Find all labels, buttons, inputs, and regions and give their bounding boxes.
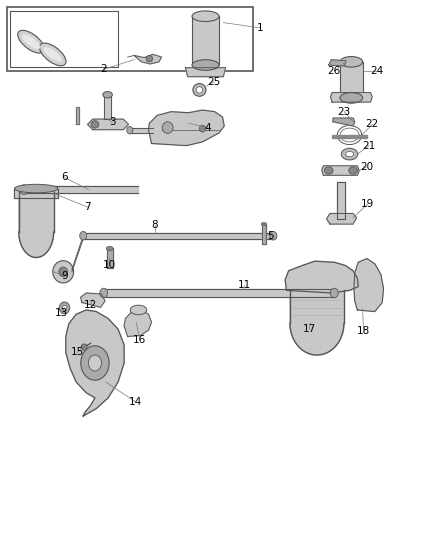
Polygon shape	[185, 68, 226, 77]
Bar	[7, 7, 253, 71]
Ellipse shape	[346, 151, 353, 157]
Ellipse shape	[91, 120, 99, 128]
Polygon shape	[81, 293, 105, 308]
Text: 2: 2	[100, 64, 107, 74]
Ellipse shape	[39, 43, 66, 66]
Ellipse shape	[196, 87, 203, 93]
Ellipse shape	[53, 261, 74, 283]
Ellipse shape	[103, 92, 113, 98]
Text: 3: 3	[109, 117, 116, 127]
Polygon shape	[14, 189, 58, 198]
Polygon shape	[83, 232, 273, 239]
Text: 26: 26	[328, 67, 341, 76]
Text: 13: 13	[55, 308, 68, 318]
Ellipse shape	[59, 302, 70, 314]
Polygon shape	[326, 214, 357, 224]
Ellipse shape	[88, 355, 102, 371]
Ellipse shape	[18, 30, 44, 53]
Ellipse shape	[14, 184, 58, 193]
Ellipse shape	[146, 55, 152, 62]
Polygon shape	[104, 95, 111, 119]
Ellipse shape	[341, 148, 358, 160]
Polygon shape	[285, 261, 358, 293]
Text: 8: 8	[151, 220, 158, 230]
Ellipse shape	[81, 346, 109, 380]
Ellipse shape	[330, 288, 338, 298]
Text: 19: 19	[361, 199, 374, 209]
Polygon shape	[290, 290, 344, 355]
Ellipse shape	[349, 167, 357, 174]
Ellipse shape	[192, 11, 219, 21]
Polygon shape	[332, 135, 367, 138]
Polygon shape	[328, 60, 346, 66]
Polygon shape	[66, 310, 124, 416]
Polygon shape	[148, 110, 224, 146]
Text: 20: 20	[360, 162, 374, 172]
Ellipse shape	[81, 344, 87, 350]
Ellipse shape	[324, 167, 333, 174]
Text: 12: 12	[84, 300, 97, 310]
Polygon shape	[354, 259, 384, 312]
Ellipse shape	[59, 267, 67, 277]
Ellipse shape	[20, 185, 28, 195]
Ellipse shape	[43, 47, 62, 62]
Text: 11: 11	[238, 280, 251, 290]
Polygon shape	[124, 310, 152, 336]
Text: 7: 7	[84, 202, 91, 212]
Ellipse shape	[100, 288, 108, 298]
Text: 23: 23	[338, 107, 351, 117]
Polygon shape	[76, 108, 79, 124]
Text: 24: 24	[370, 67, 383, 76]
Text: 14: 14	[129, 397, 142, 407]
Polygon shape	[107, 248, 113, 268]
Text: 22: 22	[366, 119, 379, 130]
Ellipse shape	[192, 60, 219, 70]
Text: 9: 9	[61, 271, 68, 281]
Ellipse shape	[62, 305, 67, 310]
Ellipse shape	[162, 122, 173, 133]
Ellipse shape	[340, 56, 363, 67]
Ellipse shape	[270, 231, 277, 240]
Ellipse shape	[130, 305, 147, 315]
Ellipse shape	[193, 84, 206, 96]
Text: 21: 21	[363, 141, 376, 151]
Ellipse shape	[199, 125, 206, 132]
Ellipse shape	[106, 246, 113, 251]
Text: 4: 4	[205, 123, 212, 133]
Polygon shape	[88, 119, 128, 130]
Text: 15: 15	[71, 348, 84, 358]
Ellipse shape	[127, 126, 133, 134]
Ellipse shape	[261, 222, 266, 225]
Polygon shape	[261, 224, 266, 244]
Bar	[192, 16, 219, 65]
Bar	[10, 11, 118, 67]
Bar	[340, 62, 363, 98]
Polygon shape	[333, 118, 355, 126]
Polygon shape	[322, 166, 359, 175]
Ellipse shape	[22, 34, 40, 49]
Text: 25: 25	[207, 77, 220, 87]
Text: 18: 18	[357, 326, 370, 336]
Polygon shape	[337, 182, 345, 219]
Text: 17: 17	[303, 324, 316, 334]
Polygon shape	[134, 54, 162, 64]
Ellipse shape	[340, 93, 363, 103]
Polygon shape	[24, 186, 138, 193]
Polygon shape	[19, 192, 53, 257]
Text: 16: 16	[133, 335, 146, 345]
Ellipse shape	[80, 231, 87, 240]
Text: 5: 5	[267, 231, 274, 241]
Polygon shape	[104, 289, 334, 297]
Text: 10: 10	[103, 261, 116, 270]
Polygon shape	[330, 93, 372, 102]
Text: 6: 6	[61, 172, 68, 182]
Text: 1: 1	[257, 23, 264, 33]
Polygon shape	[130, 127, 153, 133]
